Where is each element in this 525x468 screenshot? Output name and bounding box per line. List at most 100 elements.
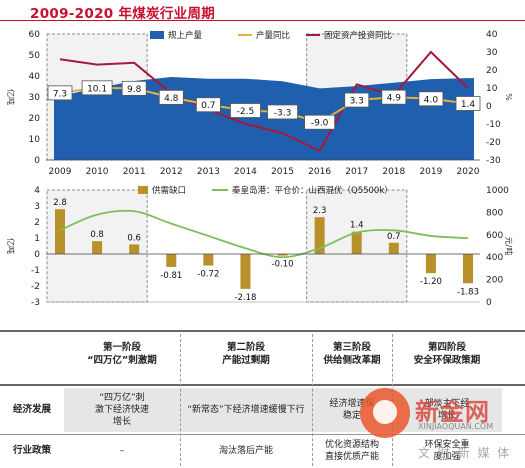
chart1-x-tick: 2019 [419, 167, 442, 177]
gap-bar [240, 254, 251, 289]
table-mid-rule [0, 384, 525, 386]
growth-label-box [304, 114, 336, 130]
gap-bar [92, 241, 103, 254]
series-line-investment [59, 50, 469, 153]
chart1-right-tick: 30 [486, 48, 498, 58]
chart2-left-tick: 0 [34, 250, 40, 260]
stage-2-economy: “新常态”下经济增速缓慢下行 [180, 388, 312, 432]
gap-label: -0.81 [160, 271, 182, 281]
gap-bar [55, 209, 65, 254]
gap-label: -1.20 [420, 277, 442, 287]
chart1-right-tick: -20 [486, 138, 501, 148]
chart2-left-tick: 2 [34, 218, 40, 228]
growth-label: 7.3 [53, 89, 67, 99]
chart1-right-tick: 10 [486, 84, 498, 94]
chart1-left-tick: 40 [29, 72, 41, 82]
chart2-left-tick: 4 [34, 186, 40, 196]
growth-label-box [267, 104, 298, 120]
chart1-right-tick: 0 [486, 102, 492, 112]
growth-label-box [381, 89, 407, 105]
growth-label-box [81, 80, 113, 96]
chart1-x-tick: 2012 [160, 167, 183, 177]
stage-1-economy: “四万亿”刺 激下经济快速 增长 [64, 388, 180, 432]
table-row-rule [0, 434, 525, 435]
chart2-right-tick: 0 [486, 298, 492, 307]
gap-bar [388, 242, 399, 254]
gap-bar [314, 217, 325, 254]
stage-divider-2 [312, 334, 313, 466]
growth-label-box [195, 97, 221, 113]
chart1-right-tick: -10 [486, 120, 501, 130]
watermark-text: 新金网 [415, 398, 490, 426]
legend2-label-1: 供需缺口 [152, 185, 186, 196]
growth-label: 0.7 [201, 101, 215, 111]
gap-label: 2.3 [313, 206, 327, 216]
chart1-x-tick: 2011 [123, 167, 146, 177]
gap-bar [203, 254, 214, 266]
chart2-right-tick: 200 [486, 276, 503, 286]
chart1-x-tick: 2015 [271, 167, 294, 177]
chart2-left-tick: -1 [31, 266, 40, 276]
chart-supply-gap: 供需缺口 秦皇岛港：平仓价：山西混优（Q5500k） 2.8 0.8 0.6 -0.81 -… [6, 185, 514, 307]
growth-label: 9.8 [127, 85, 142, 95]
growth-label: 4.0 [424, 95, 439, 105]
gap-label: -2.18 [234, 293, 256, 303]
gap-label: -1.83 [457, 287, 479, 297]
legend1-swatch-1 [150, 31, 164, 39]
gap-label: 0.7 [387, 232, 401, 242]
growth-label: -3.3 [274, 108, 292, 118]
title-rule [0, 20, 525, 21]
chart2-right-tick: 1000 [486, 186, 509, 196]
stage-4-title: 第四阶段 安全环保政策期 [413, 342, 481, 366]
stage-3-title: 第三阶段 供给侧改革期 [323, 342, 381, 366]
chart2-left-tick: 3 [34, 202, 40, 212]
stage-1-title: 第一阶段 “四万亿”刺激期 [87, 342, 157, 366]
growth-label-box [344, 92, 370, 108]
chart2-ylabel-right: 元/吨 [504, 237, 514, 256]
row-label-economy: 经济发展 [12, 404, 51, 415]
chart2-right-tick: 400 [486, 253, 503, 263]
legend2-label-2: 秦皇岛港：平仓价：山西混优（Q5500k） [232, 185, 393, 196]
legend1-label-3: 固定资产投资同比 [324, 30, 392, 41]
gap-label: 2.8 [53, 198, 67, 208]
stage-1-policy: – [119, 446, 125, 456]
gap-bar [166, 254, 177, 267]
watermark-logo-center [373, 400, 397, 424]
legend2-swatch-1 [138, 186, 148, 194]
chart1-ylabel-left: 亿吨 [6, 89, 16, 105]
gap-label: 0.6 [127, 233, 141, 243]
gap-bar [277, 254, 288, 256]
chart1-x-tick: 2018 [382, 167, 405, 177]
stage-3-policy: 优化资源结构 直接优质产能 [324, 440, 379, 462]
growth-label-box [47, 85, 73, 101]
chart2-left-tick: -2 [31, 282, 40, 292]
chart1-x-tick: 2009 [49, 167, 72, 177]
chart1-ylabel-right: % [504, 93, 513, 101]
growth-label-box [121, 80, 147, 96]
chart2-left-tick: 1 [34, 234, 40, 244]
growth-label-box [158, 89, 184, 105]
stage-4-economy: 部淡主下经 增长 [392, 388, 502, 432]
row-label-policy: 行业政策 [12, 445, 51, 456]
stage-4-policy: 环保安全重 度加强 [424, 440, 470, 462]
growth-label: 10.1 [87, 84, 107, 94]
watermark-sub: XINJIAOQUAN.COM [418, 422, 494, 431]
growth-label: 1.4 [461, 100, 476, 110]
legend1-label-1: 规上产量 [168, 30, 203, 41]
chart1-right-tick: 40 [486, 30, 498, 40]
growth-label: -2.5 [237, 107, 255, 117]
chart1-x-tick: 2013 [197, 167, 220, 177]
chart1-x-tick: 2020 [457, 167, 480, 177]
chart1-x-tick: 2017 [345, 167, 368, 177]
chart1-left-tick: 50 [29, 51, 41, 61]
growth-label: 4.8 [164, 94, 179, 104]
gap-bar [129, 244, 140, 254]
gap-bar [351, 231, 362, 254]
chart1-left-tick: 60 [29, 30, 41, 40]
watermark-cn: 文 财 新 媒 体 [418, 446, 512, 460]
gap-label: 1.4 [350, 221, 364, 231]
gap-label: 0.8 [90, 230, 104, 240]
legend1-label-2: 产量同比 [256, 30, 290, 41]
table-top-rule [0, 330, 525, 332]
stage-divider-1 [180, 334, 181, 466]
